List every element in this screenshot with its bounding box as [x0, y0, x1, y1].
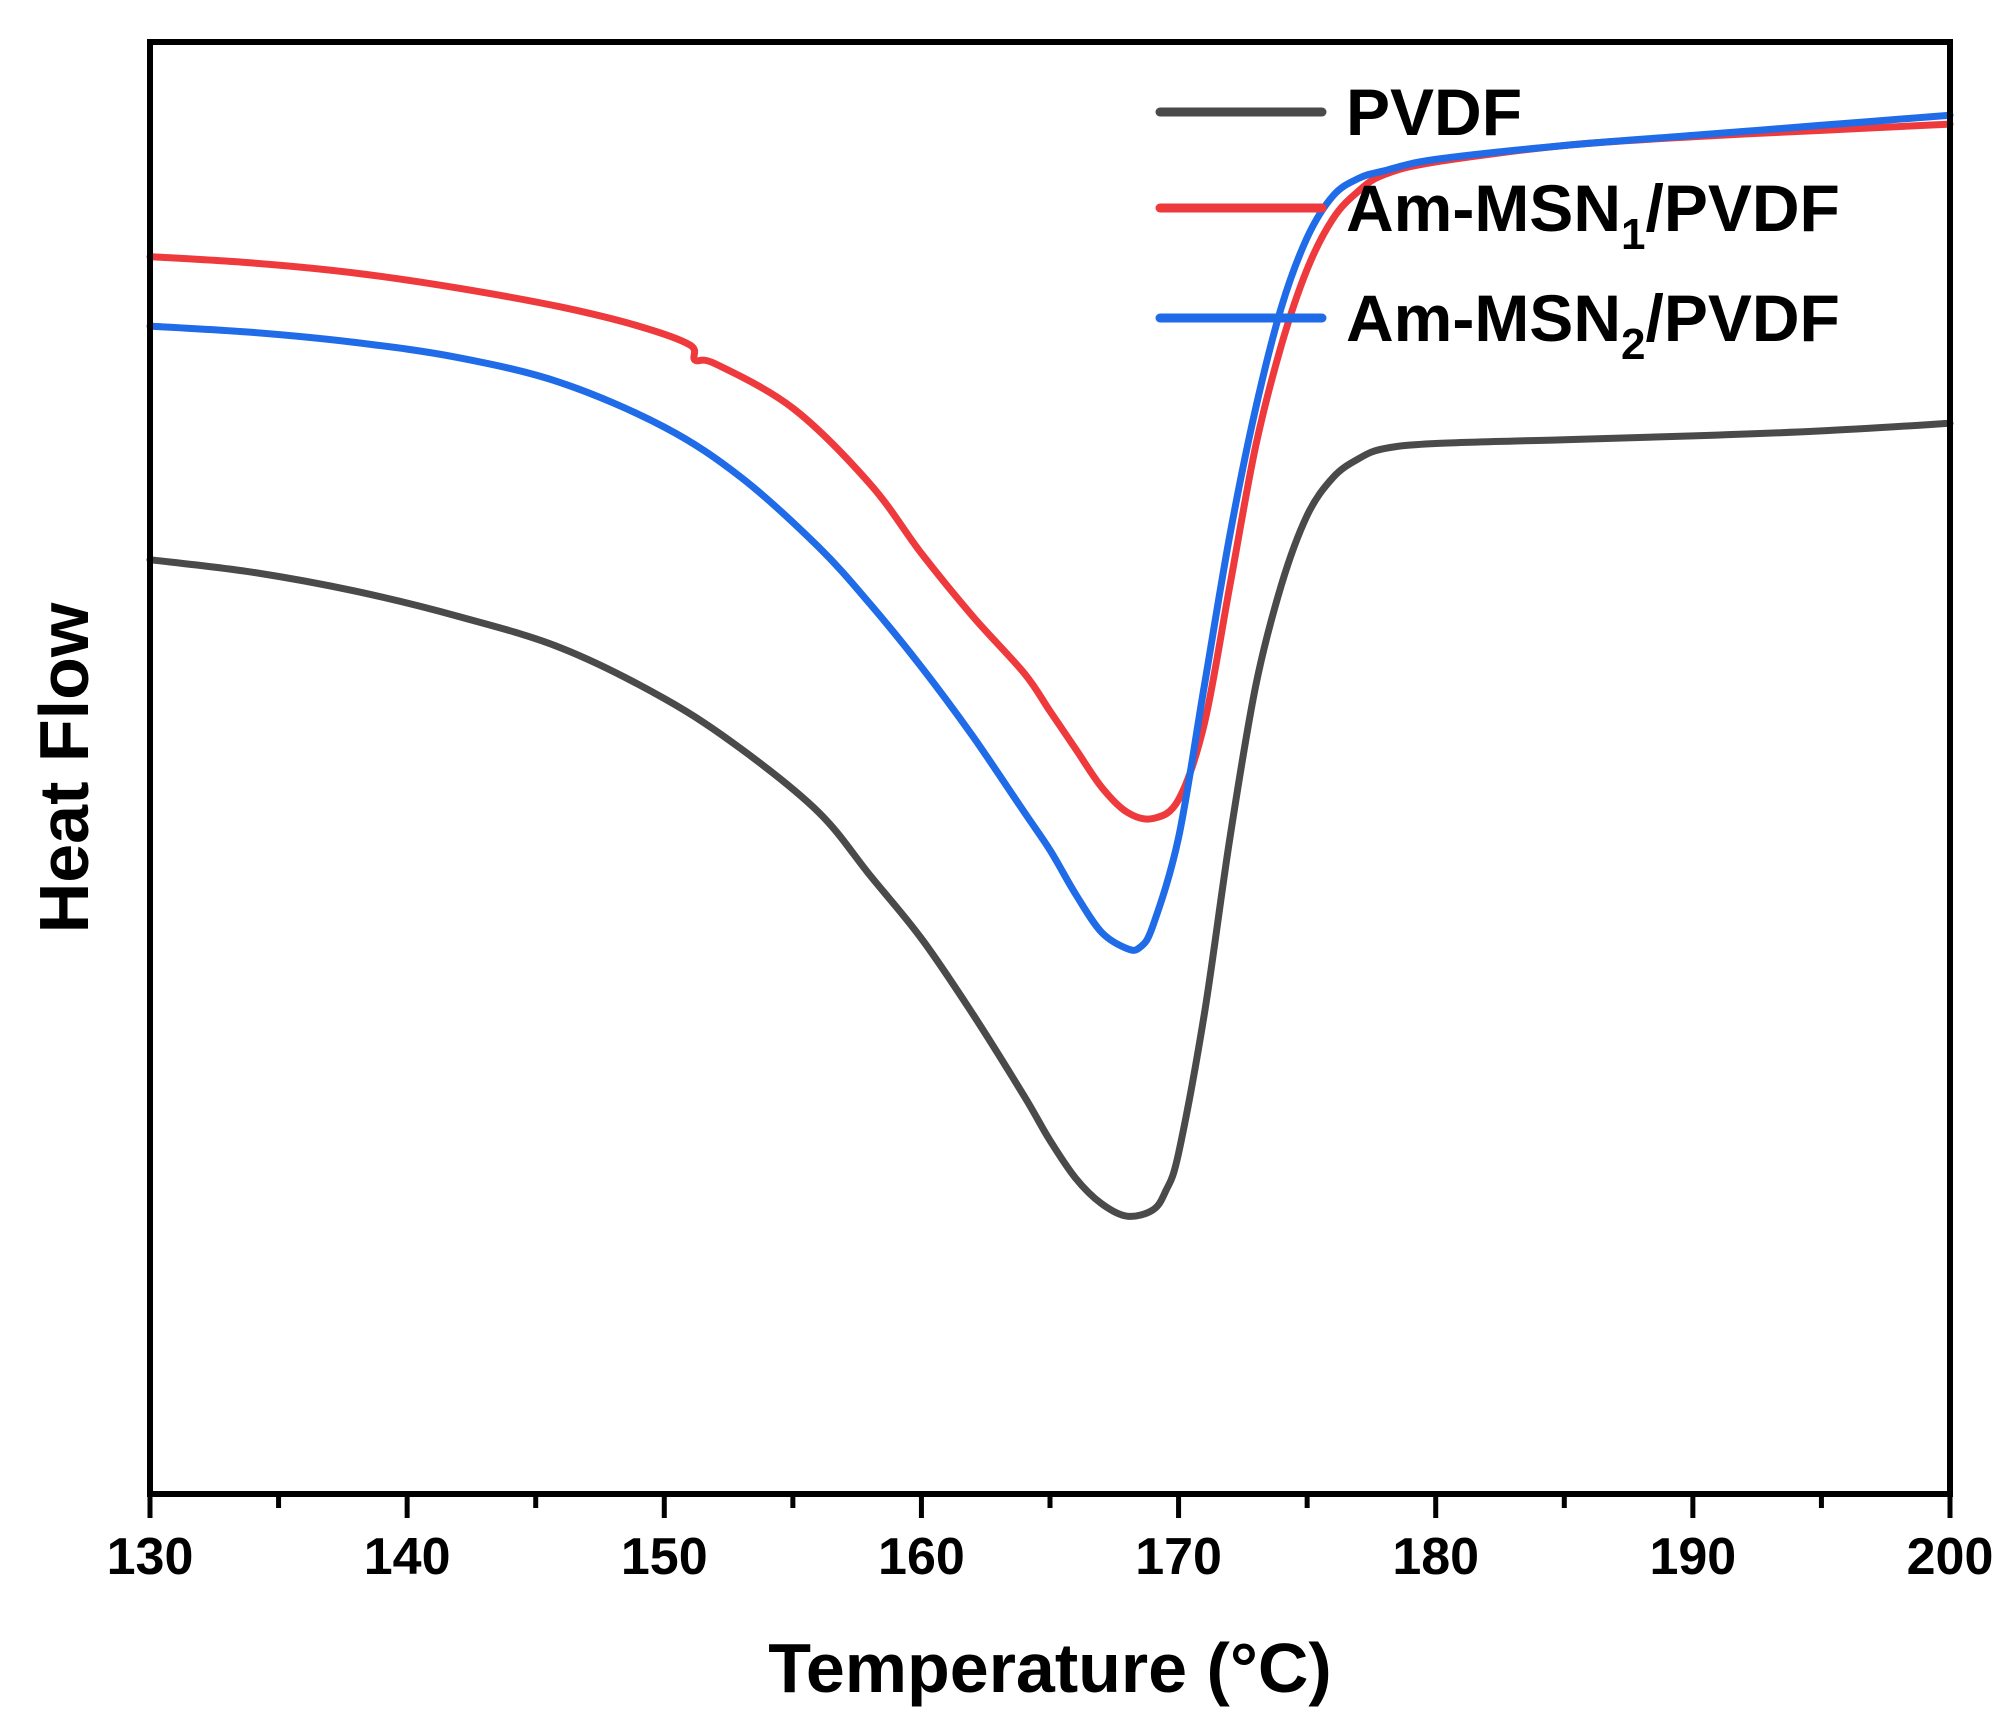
- legend-label-main: Am-MSN: [1346, 171, 1621, 245]
- x-tick-label: 190: [1649, 1528, 1736, 1586]
- y-axis-title: Heat Flow: [25, 602, 103, 933]
- series-lines: [146, 111, 1954, 1220]
- x-tick-label: 150: [621, 1528, 708, 1586]
- legend-label: PVDF: [1346, 75, 1522, 149]
- legend-label: Am-MSN2/PVDF: [1346, 281, 1840, 369]
- x-tick-label: 160: [878, 1528, 965, 1586]
- x-tick-label: 200: [1907, 1528, 1994, 1586]
- series-line-1: [146, 419, 1954, 1220]
- legend-label-tail: /PVDF: [1645, 171, 1839, 245]
- legend-label: Am-MSN1/PVDF: [1346, 171, 1840, 259]
- legend-label-subscript: 2: [1621, 320, 1645, 369]
- x-tick-label: 170: [1135, 1528, 1222, 1586]
- x-axis-title: Temperature (°C): [768, 1629, 1331, 1707]
- legend-label-subscript: 1: [1621, 210, 1645, 259]
- x-axis-tick-labels: 130 140 150 160 170 180 190 200: [107, 1528, 1994, 1586]
- legend-label-main: Am-MSN: [1346, 281, 1621, 355]
- legend-label-main: PVDF: [1346, 75, 1522, 149]
- x-tick-label: 180: [1392, 1528, 1479, 1586]
- series-line-3: [146, 111, 1954, 954]
- x-tick-label: 130: [107, 1528, 194, 1586]
- x-tick-label: 140: [364, 1528, 451, 1586]
- legend-label-tail: /PVDF: [1645, 281, 1839, 355]
- plot-frame: [147, 39, 1953, 1497]
- x-axis-ticks: [147, 1494, 1953, 1518]
